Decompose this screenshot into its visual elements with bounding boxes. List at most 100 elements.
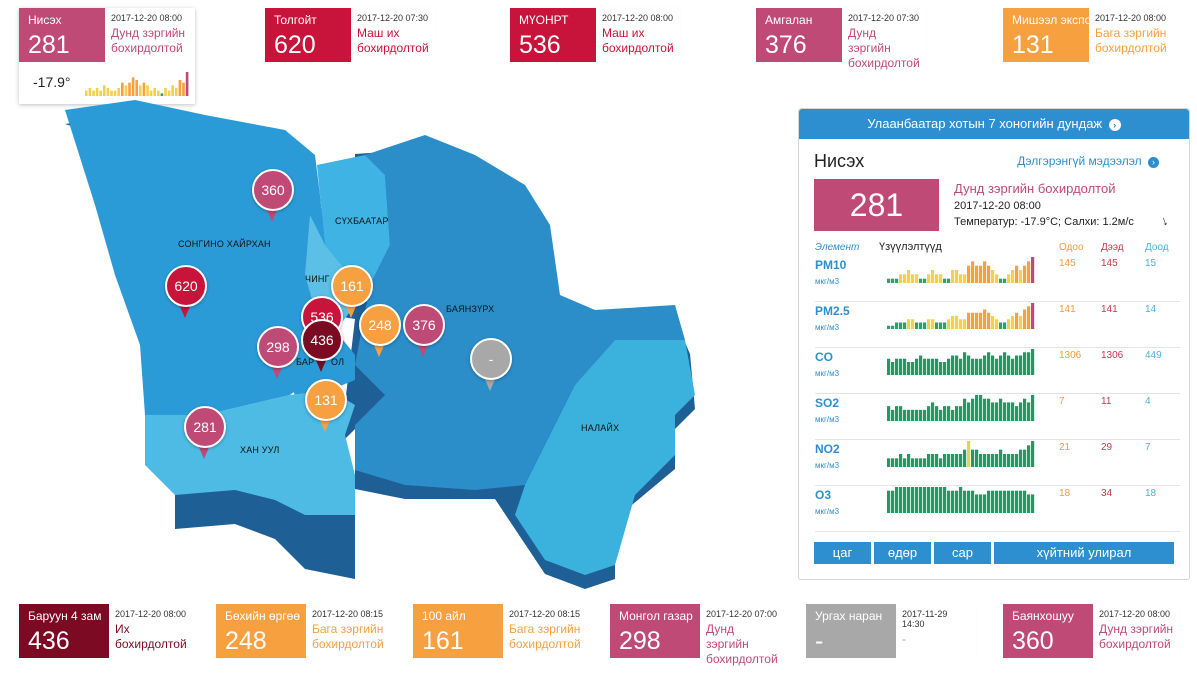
map-pin-urgakh-naran[interactable]: - [470, 338, 512, 380]
spark-bar [919, 322, 923, 329]
spark-bar [1003, 322, 1007, 329]
spark-bar [175, 88, 178, 96]
spark-bar [979, 358, 983, 375]
pollutant-row-no2[interactable]: NO2 мкг/м3 21 29 7 [815, 439, 1180, 486]
map-pin-100-ail[interactable]: 161 [331, 265, 373, 307]
details-link-label: Дэлгэрэнгүй мэдээлэл [1017, 154, 1142, 168]
value-now: 1306 [1059, 350, 1082, 361]
spark-bar [931, 319, 935, 329]
map-pin-amgalan[interactable]: 376 [403, 304, 445, 346]
station-card-100-ail[interactable]: 100 айл 161 2017-12-20 08:15 Бага зэргий… [413, 604, 585, 658]
spark-bar [1023, 309, 1027, 329]
col-element: Элемент [815, 242, 860, 253]
wind-direction-icon: ↓ [1158, 212, 1170, 229]
tab-day[interactable]: өдөр [874, 542, 931, 564]
station-card-urgakh-naran[interactable]: Ургах наран - 2017-11-29 14:30 - [806, 604, 976, 658]
station-status: Дунд зэргийн бохирдолтой [111, 26, 186, 55]
spark-bar [907, 487, 911, 513]
spark-bar [915, 487, 919, 513]
pin-tail [373, 343, 385, 357]
station-time: 2017-11-29 14:30 [902, 609, 948, 629]
panel-station-name: Нисэх [814, 151, 865, 171]
pin-tail [319, 418, 331, 432]
station-name: 100 айл [422, 609, 466, 623]
district-nalaikh [515, 340, 695, 575]
map-pin-bokhiin-urguu[interactable]: 248 [359, 304, 401, 346]
spark-bar [903, 274, 907, 283]
station-card-bokhiin-urguu[interactable]: Бөхийн өргөө 248 2017-12-20 08:15 Бага з… [216, 604, 388, 658]
pollutant-row-pm25[interactable]: PM2.5 мкг/м3 141 141 14 [815, 301, 1180, 348]
city-map[interactable]: СОНГИНО ХАЙРХАН СҮХБААТАР ЧИНГ БАЯНЗҮРХ … [55, 95, 755, 595]
spark-bar [939, 322, 943, 329]
station-aqi: 376 [765, 31, 807, 59]
spark-bar [92, 90, 95, 96]
pollutant-row-o3[interactable]: O3 мкг/м3 18 34 18 [815, 485, 1180, 532]
map-pin-baruun-4-zam[interactable]: 436 [301, 319, 343, 361]
pollutant-row-so2[interactable]: SO2 мкг/м3 7 11 4 [815, 393, 1180, 440]
tab-cold-season[interactable]: хүйтний улирал [994, 542, 1174, 564]
station-card-misheel-expo[interactable]: Мишээл экспо 131 2017-12-20 08:00 Бага з… [1003, 8, 1173, 62]
station-card-baruun-4-zam[interactable]: Баруун 4 зам 436 2017-12-20 08:00 Их бох… [19, 604, 191, 658]
spark-bar [149, 90, 153, 96]
station-time: 2017-12-20 08:15 [312, 609, 384, 619]
station-card-mongol-gazar[interactable]: Монгол газар 298 2017-12-20 07:00 Дунд з… [610, 604, 782, 666]
map-pin-nisekh[interactable]: 281 [184, 406, 226, 448]
spark-bar [1015, 312, 1019, 329]
spark-bar [903, 458, 907, 467]
station-card-muonrt[interactable]: МҮОНРТ 536 2017-12-20 08:00 Маш их бохир… [510, 8, 680, 62]
tab-hour[interactable]: цаг [814, 542, 871, 564]
spark-bar [983, 454, 987, 467]
spark-bar [955, 355, 959, 375]
map-pin-misheel-expo[interactable]: 131 [305, 379, 347, 421]
spark-bar [967, 441, 971, 467]
spark-bar [919, 458, 923, 467]
tab-month[interactable]: сар [934, 542, 991, 564]
spark-bar [915, 458, 919, 467]
spark-bar [947, 406, 951, 421]
map-pin-mongol-gazar[interactable]: 298 [257, 326, 299, 368]
spark-bar [927, 358, 931, 375]
spark-bar [943, 406, 947, 421]
station-card-amgalan[interactable]: Амгалан 376 2017-12-20 07:30 Дунд зэргий… [756, 8, 926, 70]
label-sukhbaatar: СҮХБААТАР [335, 216, 389, 226]
spark-bar [895, 406, 899, 421]
spark-bar [1031, 441, 1035, 467]
spark-bar [931, 358, 935, 375]
pin-tail [417, 343, 429, 357]
spark-bar [1015, 265, 1019, 283]
spark-bar [931, 454, 935, 467]
station-aqi: 161 [422, 627, 464, 655]
spark-bar [959, 406, 963, 421]
station-name: Ургах наран [815, 609, 883, 623]
spark-bar [947, 358, 951, 375]
spark-bar [1011, 358, 1015, 375]
spark-bar [135, 80, 138, 96]
station-card-nisekh[interactable]: Нисэх 281 2017-12-20 08:00 Дунд зэргийн … [19, 8, 195, 104]
map-pin-bayankhoshuu[interactable]: 360 [252, 169, 294, 211]
panel-header[interactable]: Улаанбаатар хотын 7 хоногийн дундаж › [799, 109, 1189, 139]
station-aqi-box: Нисэх 281 [19, 8, 105, 62]
spark-bar [987, 454, 991, 467]
station-status: Бага зэргийн бохирдолтой [312, 622, 384, 651]
station-card-bayankhoshuu[interactable]: Баянхошуу 360 2017-12-20 08:00 Дунд зэрг… [1003, 604, 1179, 658]
spark-bar [919, 355, 923, 375]
spark-bar [915, 409, 919, 421]
pin-tail [266, 208, 278, 222]
spark-bar [1027, 445, 1031, 467]
panel-header-title: Улаанбаатар хотын 7 хоногийн дундаж [867, 116, 1103, 131]
spark-bar [1023, 398, 1027, 421]
pollutant-row-pm10[interactable]: PM10 мкг/м3 145 145 15 [815, 255, 1180, 302]
station-card-tolgoit[interactable]: Толгойт 620 2017-12-20 07:30 Маш их бохи… [265, 8, 435, 62]
spark-bar [1015, 406, 1019, 421]
map-pin-tolgoit[interactable]: 620 [165, 265, 207, 307]
spark-bar [903, 487, 907, 513]
spark-bar [923, 409, 927, 421]
spark-bar [943, 322, 947, 329]
spark-bar [979, 454, 983, 467]
details-link[interactable]: Дэлгэрэнгүй мэдээлэл › [1017, 154, 1159, 168]
spark-bar [983, 309, 987, 329]
spark-bar [959, 319, 963, 329]
pollutant-row-co[interactable]: CO мкг/м3 1306 1306 449 [815, 347, 1180, 394]
spark-bar [971, 398, 975, 421]
pin-tail [198, 445, 210, 459]
